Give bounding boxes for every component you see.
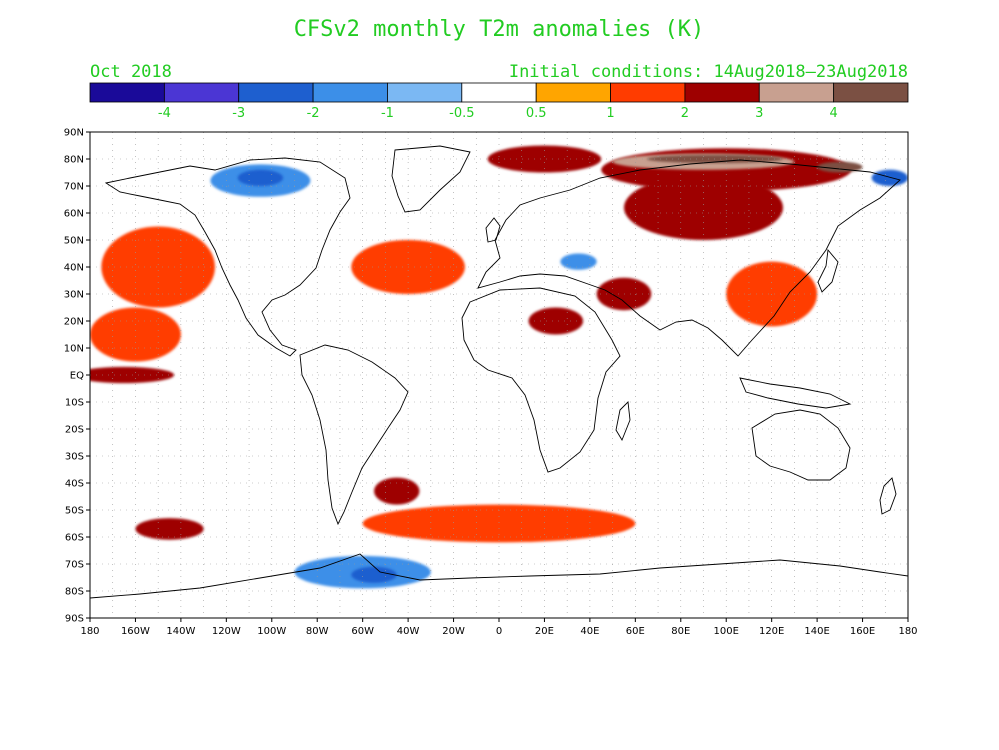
coastlines: [90, 145, 908, 599]
lat-label: 60N: [64, 209, 84, 220]
anomaly-region-south-pacific-warm: [135, 518, 204, 540]
anomaly-region-antarctic-colder: [351, 566, 397, 583]
lat-label: 90N: [64, 128, 84, 139]
lon-label: 180: [80, 626, 99, 637]
initial-conditions-label: Initial conditions: 14Aug2018–23Aug2018: [509, 62, 908, 82]
lat-label: 80N: [64, 155, 84, 166]
anomaly-region-east-pacific-warm: [90, 307, 181, 362]
lon-label: 160W: [121, 626, 150, 637]
lat-label: 70N: [64, 182, 84, 193]
colorbar-label: -4: [158, 106, 171, 121]
lat-label: 40N: [64, 263, 84, 274]
lon-label: 40E: [580, 626, 599, 637]
lon-label: 20W: [442, 626, 465, 637]
lat-label: 30N: [64, 290, 84, 301]
colorbar-label: -3: [232, 106, 245, 121]
coastline-new-zealand: [879, 477, 897, 515]
lon-label: 100E: [714, 626, 739, 637]
coastline-japan: [817, 248, 839, 293]
colorbar-swatch: [163, 82, 240, 103]
coastline-australia: [751, 409, 851, 481]
lat-label: 30S: [65, 452, 84, 463]
lon-label: 80W: [306, 626, 329, 637]
colorbar-swatch: [684, 82, 760, 103]
lon-label: 120E: [759, 626, 784, 637]
coastline-north-america: [104, 157, 351, 357]
lat-label: 80S: [65, 587, 84, 598]
anomaly-region-southern-ocean-warm: [362, 504, 636, 543]
lon-label: 60E: [626, 626, 645, 637]
colorbar-swatch: [238, 82, 314, 103]
colorbar-swatch: [610, 82, 686, 103]
lon-label: 100W: [257, 626, 286, 637]
lon-label: 40W: [397, 626, 420, 637]
colorbar-label: -1: [381, 106, 394, 121]
lon-label: 160E: [850, 626, 875, 637]
lat-label: 20S: [65, 425, 84, 436]
lon-label: 20E: [535, 626, 554, 637]
coastline-greenland: [391, 145, 471, 213]
lat-label: 10S: [65, 398, 84, 409]
coastline-eurasia: [477, 159, 901, 357]
coastline-indonesia: [739, 377, 852, 409]
colorbar-swatch: [312, 82, 388, 103]
anomaly-region-sahara-warm: [528, 307, 584, 335]
lat-label: 60S: [65, 533, 84, 544]
lon-label: 140E: [804, 626, 829, 637]
anomaly-region-north-pacific-warm: [101, 226, 215, 308]
anomaly-region-canada-arctic-colder: [237, 169, 284, 186]
colorbar-label: 0.5: [526, 106, 547, 121]
anomaly-region-black-sea-cold: [560, 253, 597, 270]
coastline-madagascar: [615, 401, 631, 442]
coastline-africa: [461, 287, 621, 473]
colorbar-label: 4: [829, 106, 837, 121]
colorbar-label: -0.5: [449, 106, 474, 121]
map-axes: 90N 80N 70N 60N 50N 40N 30N 20N 10N EQ 10S 20S 30S 40…: [64, 128, 918, 638]
lat-label: 40S: [65, 479, 84, 490]
map-title: CFSv2 monthly T2m anomalies (K): [294, 17, 705, 42]
lon-label: 140W: [166, 626, 195, 637]
colorbar-swatch: [758, 82, 835, 103]
lon-label: 80E: [671, 626, 690, 637]
colorbar-label: 2: [681, 106, 689, 121]
lon-label: 120W: [212, 626, 241, 637]
colorbar-swatch: [833, 82, 909, 103]
lat-label: 50N: [64, 236, 84, 247]
colorbar-label: 3: [755, 106, 763, 121]
lat-label: 50S: [65, 506, 84, 517]
lat-label: 20N: [64, 317, 84, 328]
valid-month-label: Oct 2018: [90, 62, 172, 82]
anomaly-region-west-arctic-warm: [487, 145, 602, 173]
coastline-uk: [485, 217, 501, 243]
lat-label: 90S: [65, 614, 84, 625]
lon-label: 0: [496, 626, 502, 637]
colorbar-swatch: [89, 82, 165, 103]
lon-label: 60W: [351, 626, 374, 637]
anomaly-region-south-atlantic-warm: [374, 477, 420, 505]
colorbar-swatch: [461, 82, 537, 103]
colorbar-label: 1: [606, 106, 614, 121]
anomaly-region-russia-warm: [623, 175, 784, 241]
lat-label: EQ: [70, 371, 84, 382]
lat-label: 70S: [65, 560, 84, 571]
colorbar-swatch: [535, 82, 611, 103]
anomaly-region-bering-cold: [871, 169, 908, 186]
colorbar: [89, 82, 909, 103]
lat-label: 10N: [64, 344, 84, 355]
coastline-antarctica: [90, 553, 908, 599]
colorbar-label: -2: [307, 106, 320, 121]
graticule: [90, 132, 908, 618]
map-area: [90, 132, 908, 618]
lon-label: 180: [898, 626, 917, 637]
colorbar-labels: -4 -3 -2 -1 -0.5 0.5 1 2 3 4: [158, 106, 838, 121]
anomaly-region-middle-east-warm: [596, 277, 652, 311]
colorbar-swatch: [387, 82, 463, 103]
coastline-south-america: [299, 344, 409, 526]
